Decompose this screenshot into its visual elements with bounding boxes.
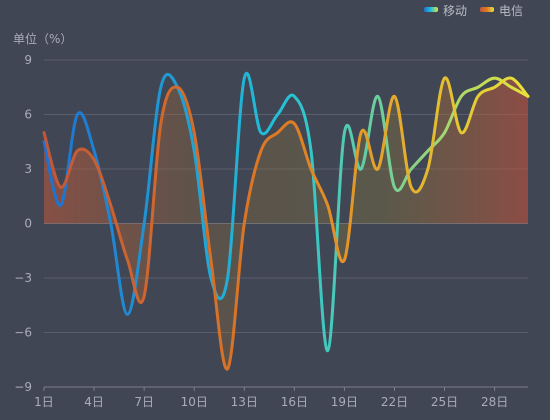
legend-item-mobile[interactable]: 移动 xyxy=(424,4,467,18)
y-tick-label: 6 xyxy=(24,108,32,122)
legend-label-telecom: 电信 xyxy=(499,4,523,18)
legend-swatch-mobile xyxy=(424,7,438,12)
x-tick-label: 16日 xyxy=(281,395,308,409)
y-tick-label: −3 xyxy=(14,271,32,285)
x-tick-label: 4日 xyxy=(84,395,104,409)
x-tick-label: 28日 xyxy=(481,395,508,409)
series-lines xyxy=(42,72,530,371)
x-tick-label: 1日 xyxy=(34,395,54,409)
y-tick-label: 9 xyxy=(24,53,32,67)
series-line-telecom xyxy=(42,76,530,371)
area-telecom xyxy=(44,77,528,370)
x-tick-label: 10日 xyxy=(181,395,208,409)
x-tick-label: 13日 xyxy=(231,395,258,409)
area-fill xyxy=(44,77,528,370)
y-tick-label: −9 xyxy=(14,380,32,394)
legend[interactable]: 移动 电信 xyxy=(424,4,523,18)
x-tick-label: 25日 xyxy=(431,395,458,409)
unit-label: 单位（%） xyxy=(13,31,72,46)
legend-swatch-telecom xyxy=(480,7,494,12)
y-tick-label: 3 xyxy=(24,162,32,176)
y-tick-label: −6 xyxy=(14,326,32,340)
legend-label-mobile: 移动 xyxy=(443,4,467,18)
y-tick-label: 0 xyxy=(24,217,32,231)
x-tick-label: 19日 xyxy=(331,395,358,409)
x-tick-label: 7日 xyxy=(134,395,154,409)
legend-item-telecom[interactable]: 电信 xyxy=(480,4,523,18)
x-tick-label: 22日 xyxy=(381,395,408,409)
axes: −9 −6 −3 0 3 6 9 1日 4日 7日 10日 13日 16日 19日 22日 25日 28日 xyxy=(14,53,528,409)
